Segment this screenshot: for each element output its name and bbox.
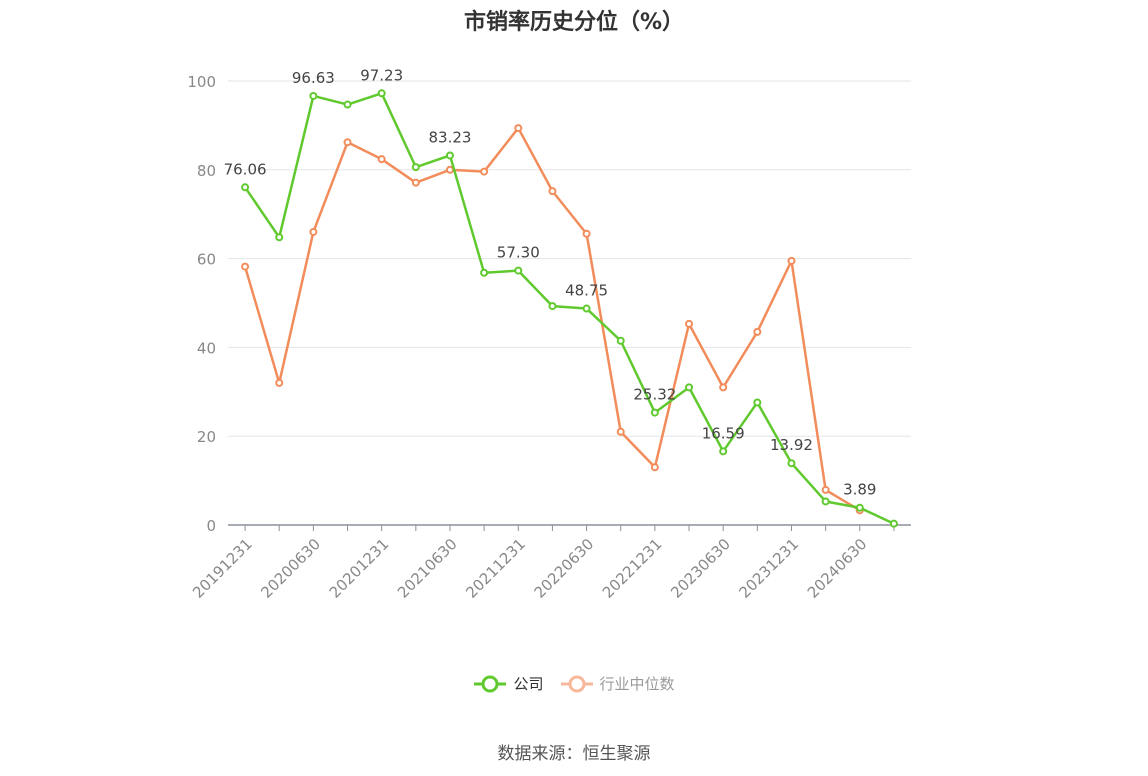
- data-point[interactable]: [821, 485, 830, 494]
- data-point[interactable]: [377, 89, 386, 98]
- data-label: 76.06: [224, 160, 267, 178]
- data-point[interactable]: [548, 302, 557, 311]
- data-point[interactable]: [514, 124, 523, 133]
- data-label: 97.23: [360, 66, 403, 84]
- chart-title: 市销率历史分位（%）: [463, 10, 685, 35]
- x-tick-label: 20220630: [531, 535, 598, 602]
- x-tick-label: 20240630: [804, 535, 871, 602]
- x-tick-label: 20210630: [394, 535, 461, 602]
- data-point[interactable]: [377, 155, 386, 164]
- y-tick-label: 80: [197, 162, 216, 180]
- series-line: [243, 126, 861, 512]
- x-tick-label: 20201231: [326, 535, 393, 602]
- y-tick-label: 60: [197, 251, 216, 269]
- y-tick-label: 100: [187, 73, 216, 91]
- y-tick-label: 20: [197, 428, 216, 446]
- legend-item-industry[interactable]: 行业中位数: [560, 673, 675, 694]
- data-point[interactable]: [480, 167, 489, 176]
- data-label: 48.75: [565, 282, 608, 300]
- data-label: 83.23: [428, 128, 471, 146]
- data-point[interactable]: [582, 304, 591, 313]
- data-label: 13.92: [770, 436, 813, 454]
- data-point[interactable]: [343, 100, 352, 109]
- data-point[interactable]: [650, 408, 659, 417]
- x-tick-label: 20200630: [257, 535, 324, 602]
- data-point[interactable]: [411, 163, 420, 172]
- data-point[interactable]: [685, 383, 694, 392]
- data-label: 3.89: [843, 481, 876, 499]
- data-point[interactable]: [650, 463, 659, 472]
- data-point[interactable]: [821, 497, 830, 506]
- data-point[interactable]: [480, 268, 489, 277]
- y-axis-ticks: 0 20 40 60 80 100: [187, 73, 216, 535]
- x-tick-label: 20191231: [189, 535, 256, 602]
- data-point[interactable]: [241, 262, 250, 271]
- x-tick-label: 20231231: [736, 535, 803, 602]
- x-tick-label: 20211231: [462, 535, 529, 602]
- data-point[interactable]: [855, 503, 864, 512]
- series-line: [244, 92, 895, 525]
- data-label: 16.59: [702, 424, 745, 442]
- legend-company-marker-icon: [474, 675, 507, 692]
- data-point[interactable]: [309, 227, 318, 236]
- data-point[interactable]: [719, 383, 728, 392]
- data-point[interactable]: [753, 327, 762, 336]
- data-point[interactable]: [889, 519, 898, 528]
- legend-label-industry: 行业中位数: [599, 675, 675, 693]
- data-point[interactable]: [309, 91, 318, 100]
- data-label: 96.63: [292, 69, 335, 87]
- data-point[interactable]: [343, 138, 352, 147]
- data-point[interactable]: [548, 187, 557, 196]
- data-point[interactable]: [411, 178, 420, 187]
- y-tick-label: 40: [197, 339, 216, 357]
- data-label: 57.30: [497, 244, 540, 262]
- grid-lines: [228, 80, 911, 437]
- data-point[interactable]: [753, 398, 762, 407]
- legend-label-company: 公司: [513, 675, 544, 693]
- data-point[interactable]: [445, 165, 454, 174]
- legend-industry-marker-icon: [560, 675, 593, 692]
- data-point[interactable]: [275, 233, 284, 242]
- data-source: 数据来源：恒生聚源: [497, 744, 651, 764]
- x-tick-label: 20221231: [599, 535, 666, 602]
- data-point[interactable]: [685, 319, 694, 328]
- legend-item-company[interactable]: 公司: [473, 673, 544, 694]
- data-point[interactable]: [787, 256, 796, 265]
- data-point[interactable]: [787, 459, 796, 468]
- y-tick-label: 0: [206, 517, 216, 535]
- data-point[interactable]: [616, 427, 625, 436]
- series-lines: [241, 89, 898, 528]
- data-point[interactable]: [514, 266, 523, 275]
- legend: 公司 行业中位数: [0, 673, 1148, 694]
- data-labels: 76.06 96.63 97.23 83.23 57.30 48.75 25.32 16.59…: [224, 66, 877, 498]
- data-point[interactable]: [616, 336, 625, 345]
- data-point[interactable]: [275, 378, 284, 387]
- data-point[interactable]: [445, 151, 454, 160]
- data-label: 25.32: [633, 386, 676, 404]
- data-point[interactable]: [719, 447, 728, 456]
- data-point[interactable]: [582, 229, 591, 238]
- x-tick-label: 20230630: [667, 535, 734, 602]
- data-point[interactable]: [241, 183, 250, 192]
- x-axis: 20191231 20200630 20201231 20210630 20211231…: [189, 524, 911, 602]
